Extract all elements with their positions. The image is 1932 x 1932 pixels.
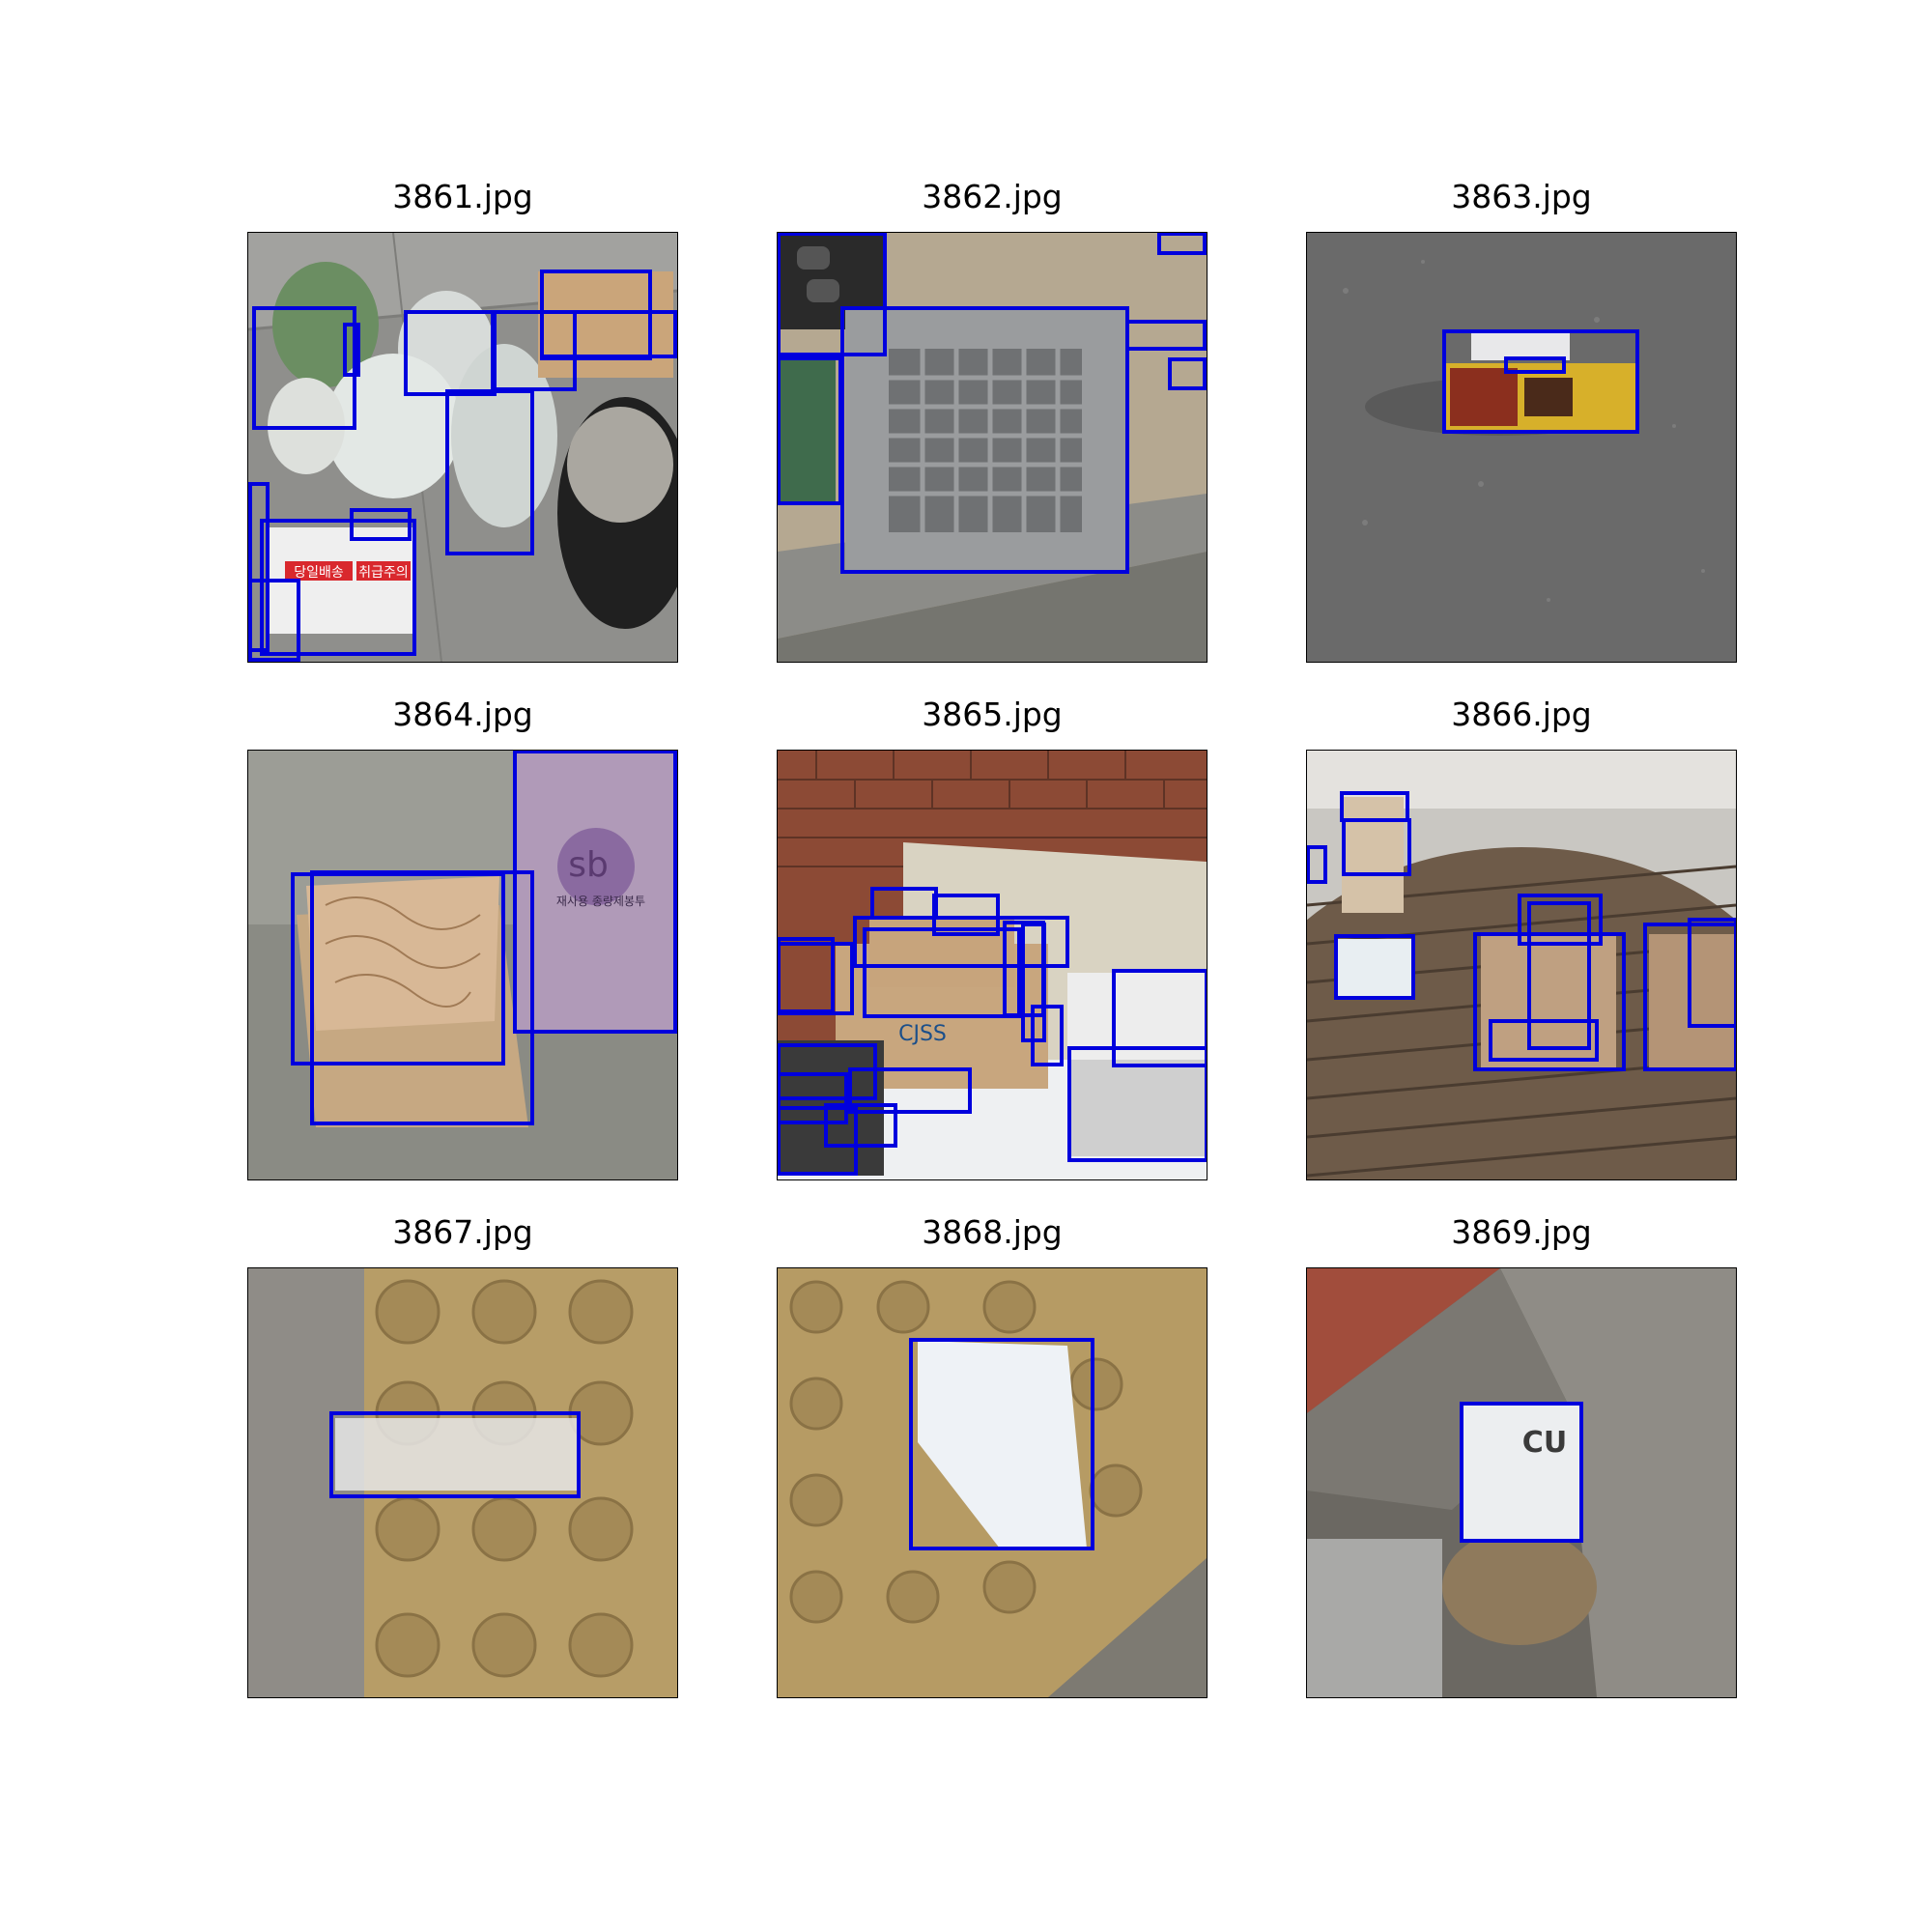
bounding-box [824, 1103, 897, 1148]
panel-title: 3867.jpg [392, 1213, 533, 1251]
bounding-boxes [1442, 329, 1639, 434]
photo-3865: CJSS [777, 750, 1208, 1180]
bounding-box [848, 1067, 972, 1114]
panel-title: 3864.jpg [392, 696, 533, 733]
bounding-box [1688, 918, 1736, 1028]
bounding-box [778, 1072, 848, 1124]
bounding-box [778, 1106, 858, 1176]
bounding-box [1342, 818, 1411, 876]
panel-title: 3862.jpg [922, 178, 1063, 215]
panel-title: 3866.jpg [1451, 696, 1592, 733]
bounding-box [1157, 233, 1207, 255]
bag-brand-text: sb [568, 845, 609, 885]
bounding-box [1518, 894, 1603, 946]
panel-title: 3869.jpg [1451, 1213, 1592, 1251]
bounding-box [260, 519, 416, 656]
bounding-box [1307, 845, 1327, 884]
bounding-box [252, 306, 356, 430]
bounding-box [1125, 320, 1207, 351]
bounding-box [853, 916, 1069, 968]
bounding-box [248, 579, 300, 662]
bounding-boxes [1460, 1402, 1583, 1543]
bounding-box [1031, 1005, 1064, 1066]
bag-line-text: 재사용 종량제봉투 [556, 895, 645, 908]
photo-3863 [1306, 232, 1737, 663]
bounding-box [1460, 1402, 1583, 1543]
bounding-box [1112, 969, 1207, 1067]
bounding-box [778, 1043, 877, 1100]
bounding-box [350, 508, 412, 541]
bounding-boxes [291, 751, 677, 1125]
photo-3861: 당일배송 취급주의 [247, 232, 678, 663]
bounding-box [1334, 934, 1415, 1000]
photo-3862 [777, 232, 1208, 663]
sign-text-1: 당일배송 [294, 565, 344, 581]
sign-text-2: 취급주의 [358, 565, 409, 581]
bounding-boxes [248, 270, 677, 662]
bounding-box [540, 310, 677, 358]
photo-3866 [1306, 750, 1737, 1180]
bounding-box [778, 356, 842, 505]
bounding-box [513, 751, 677, 1034]
bounding-box [863, 927, 1021, 1018]
box-text: CJSS [898, 1022, 947, 1046]
bounding-box [1442, 329, 1639, 434]
bounding-box [1168, 357, 1207, 390]
bounding-box [248, 482, 270, 652]
cu-logo-text: CU [1522, 1426, 1567, 1460]
bounding-box [932, 894, 1000, 936]
bounding-boxes [329, 1411, 581, 1498]
bounding-boxes [909, 1338, 1094, 1550]
bounding-box [1489, 1019, 1599, 1062]
bounding-box [1504, 356, 1566, 374]
panel-title: 3861.jpg [392, 178, 533, 215]
bounding-box [329, 1411, 581, 1498]
photo-3864: sb 재사용 종량제봉투 [247, 750, 678, 1180]
panel-title: 3865.jpg [922, 696, 1063, 733]
bounding-box [778, 233, 887, 356]
sign-label [285, 561, 353, 581]
photo-3869: CU [1306, 1267, 1737, 1698]
photo-3868 [777, 1267, 1208, 1698]
bounding-box [778, 942, 854, 1015]
bounding-boxes [1307, 791, 1736, 1071]
panel-title: 3863.jpg [1451, 178, 1592, 215]
bounding-boxes [778, 887, 1207, 1176]
bounding-box [445, 389, 534, 555]
bounding-box [310, 870, 534, 1125]
photo-3867 [247, 1267, 678, 1698]
bounding-box [1473, 932, 1626, 1071]
bounding-boxes [778, 233, 1207, 574]
bounding-box [1527, 901, 1591, 1050]
bounding-box [909, 1338, 1094, 1550]
panel-title: 3868.jpg [922, 1213, 1063, 1251]
bounding-box [1067, 1046, 1207, 1162]
bounding-box [343, 323, 360, 377]
